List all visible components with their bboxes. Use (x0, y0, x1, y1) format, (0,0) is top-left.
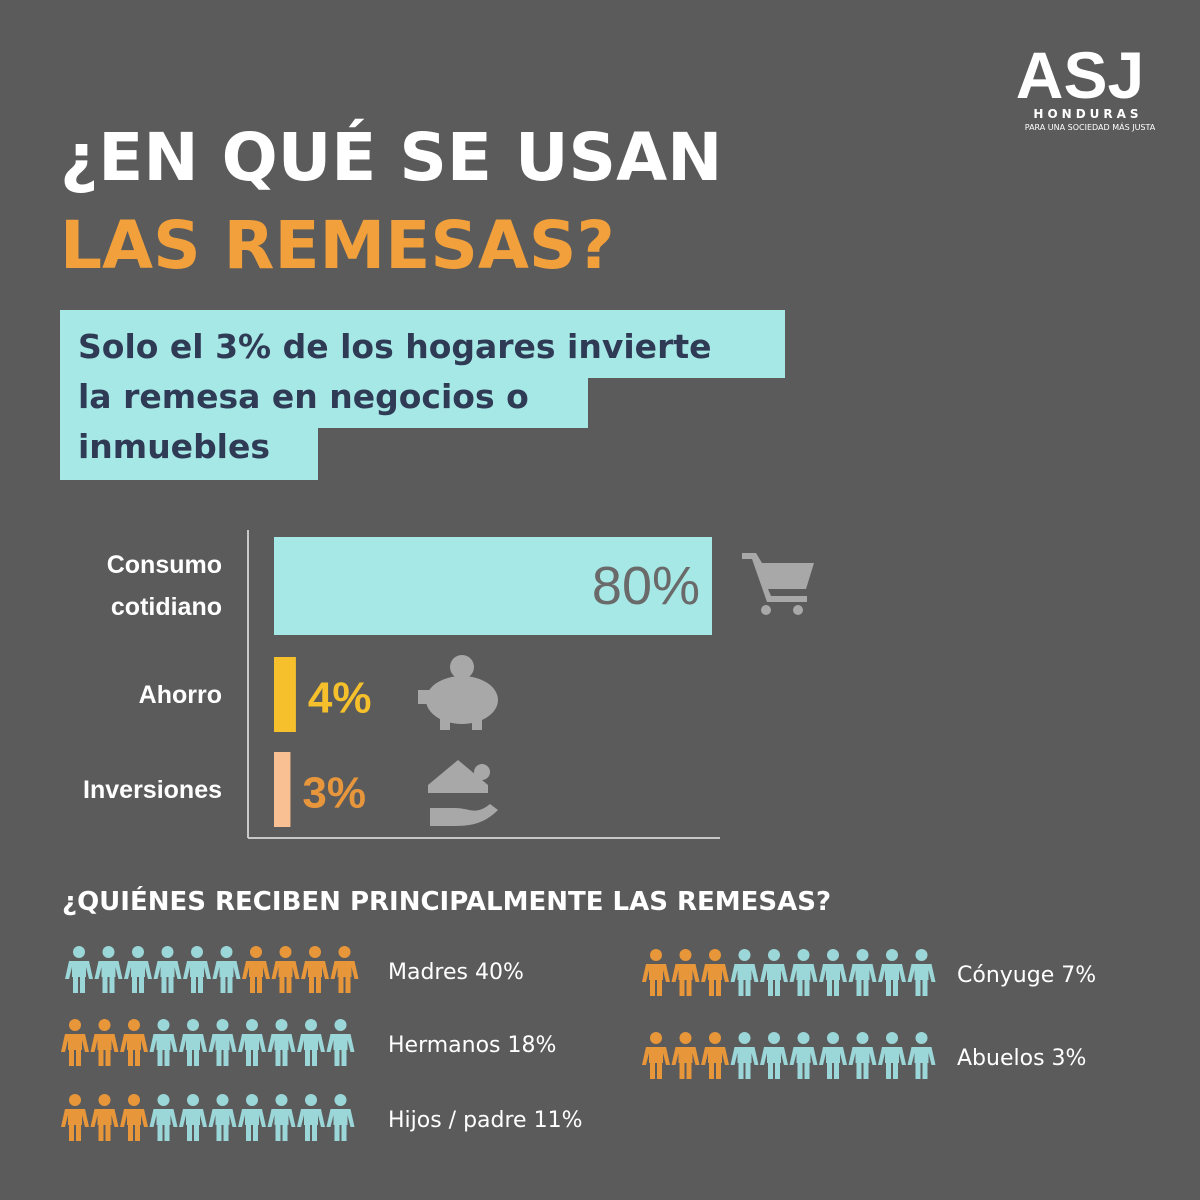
logo-tagline: PARA UNA SOCIEDAD MÁS JUSTA (1025, 121, 1156, 132)
category-label: Ahorro (138, 680, 222, 709)
person-icon (65, 946, 93, 993)
highlight (60, 310, 785, 378)
logo-country: HONDURAS (1033, 107, 1142, 121)
value-label: 3% (302, 769, 366, 818)
highlight (60, 426, 318, 480)
person-icon (297, 1094, 325, 1141)
person-icon (848, 1032, 877, 1079)
person-icon (208, 1019, 237, 1066)
section-title: ¿QUIÉNES RECIBEN PRINCIPALMENTE LAS REME… (62, 885, 831, 917)
category-label: Inversiones (83, 775, 222, 804)
person-icon (819, 1032, 847, 1079)
person-icon (208, 1094, 237, 1141)
person-icon (642, 949, 670, 996)
title-line: LAS REMESAS? (60, 207, 615, 284)
person-icon (848, 949, 877, 996)
title-line: ¿EN QUÉ SE USAN (60, 118, 722, 196)
recipient-label: Madres 40% (388, 960, 524, 985)
person-icon (789, 949, 818, 996)
person-icon (238, 1019, 266, 1066)
person-icon (149, 1019, 178, 1066)
person-icon (907, 1032, 936, 1079)
bar (274, 537, 712, 635)
person-icon (61, 1019, 89, 1066)
category-label: Consumo cotidiano (106, 551, 222, 621)
recipient-label: Hermanos 18% (388, 1033, 556, 1058)
person-icon (183, 946, 211, 993)
person-icon (878, 949, 906, 996)
person-icon (149, 1094, 178, 1141)
value-label: 80% (592, 556, 700, 616)
person-icon (760, 949, 788, 996)
recipient-label: Hijos / padre 11% (388, 1108, 583, 1133)
person-icon (297, 1019, 325, 1066)
person-icon (642, 1032, 670, 1079)
recipient-label: Abuelos 3% (957, 1046, 1086, 1071)
person-icon (326, 1019, 355, 1066)
highlight (60, 376, 588, 428)
bar (274, 752, 291, 827)
person-icon (326, 1094, 355, 1141)
person-icon (120, 1019, 148, 1066)
subtitle-line: la remesa en negocios o (78, 377, 529, 416)
bar (274, 657, 296, 732)
person-icon (301, 946, 329, 993)
person-icon (878, 1032, 906, 1079)
person-icon (120, 1094, 148, 1141)
person-icon (61, 1094, 89, 1141)
person-icon (242, 946, 270, 993)
logo-name: ASJ (1016, 38, 1144, 112)
person-icon (124, 946, 152, 993)
value-label: 4% (308, 674, 372, 723)
person-icon (90, 1019, 119, 1066)
person-icon (701, 1032, 729, 1079)
person-icon (907, 949, 936, 996)
person-icon (179, 1019, 207, 1066)
person-icon (819, 949, 847, 996)
person-icon (179, 1094, 207, 1141)
person-icon (212, 946, 241, 993)
subtitle-line: inmuebles (78, 427, 270, 466)
person-icon (90, 1094, 119, 1141)
cart-icon (742, 553, 814, 615)
person-icon (153, 946, 182, 993)
person-icon (760, 1032, 788, 1079)
recipient-label: Cónyuge 7% (957, 963, 1096, 988)
person-icon (267, 1094, 296, 1141)
house-icon (428, 760, 498, 826)
person-icon (789, 1032, 818, 1079)
person-icon (330, 946, 359, 993)
person-icon (671, 1032, 700, 1079)
piggy-icon (418, 655, 498, 730)
person-icon (701, 949, 729, 996)
subtitle-line: Solo el 3% de los hogares invierte (78, 327, 712, 366)
person-icon (267, 1019, 296, 1066)
person-icon (271, 946, 300, 993)
person-icon (730, 949, 759, 996)
person-icon (238, 1094, 266, 1141)
person-icon (730, 1032, 759, 1079)
person-icon (94, 946, 123, 993)
person-icon (671, 949, 700, 996)
